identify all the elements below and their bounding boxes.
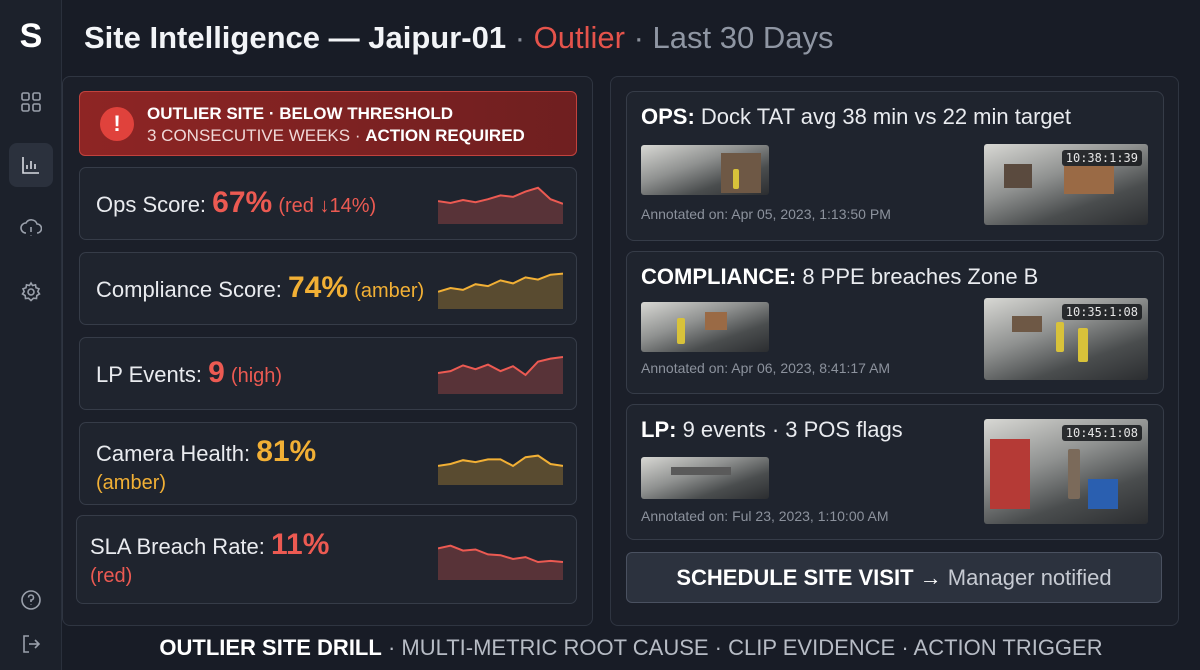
- sparkline-line: [438, 454, 563, 468]
- annotation-timestamp: Annotated on: Ful 23, 2023, 1:10:00 AM: [641, 508, 889, 524]
- sparkline-line: [438, 356, 563, 377]
- camera-clip[interactable]: 10:45:1:08: [984, 419, 1148, 524]
- metric-card-lp-events[interactable]: LP Events: 9 (high): [79, 337, 577, 410]
- metric-note: (red ↓14%): [278, 195, 377, 217]
- metric-note: (high): [230, 365, 283, 387]
- clip-thumbnail[interactable]: [641, 145, 769, 195]
- footer-caption: OUTLIER SITE DRILL · MULTI-METRIC ROOT C…: [62, 626, 1200, 670]
- metric-card-camera-health[interactable]: Camera Health: 81% (amber): [79, 422, 577, 505]
- sparkline-area: [438, 273, 563, 309]
- sparkline: [438, 544, 563, 580]
- sparkline-line: [438, 272, 563, 293]
- time-period[interactable]: Last 30 Days: [652, 20, 834, 55]
- logout-icon[interactable]: [9, 622, 53, 666]
- sparkline: [438, 272, 563, 309]
- schedule-site-visit-button[interactable]: SCHEDULE SITE VISIT → Manager notified: [626, 552, 1162, 603]
- sparkline: [438, 356, 563, 394]
- page-header: Site Intelligence — Jaipur-01 · Outlier …: [84, 18, 833, 58]
- metric-text: Ops Score: 67% (red ↓14%): [96, 186, 376, 220]
- sparkline: [438, 186, 563, 224]
- metric-note-line: (amber): [96, 469, 166, 495]
- footer-title: OUTLIER SITE DRILL: [159, 635, 382, 660]
- metric-text: LP Events: 9 (high): [96, 356, 282, 390]
- sidebar: S: [0, 0, 62, 670]
- sparkline-line: [438, 186, 563, 205]
- nav-analytics-icon[interactable]: [9, 143, 53, 187]
- metric-card-compliance[interactable]: Compliance Score: 74% (amber): [79, 252, 577, 325]
- metric-card-sla-breach[interactable]: SLA Breach Rate: 11% (red): [76, 515, 577, 604]
- alert-subtitle: 3 CONSECUTIVE WEEKS · ACTION REQUIRED: [147, 126, 525, 145]
- header-separator: ·: [514, 20, 526, 55]
- metric-value: 81%: [256, 435, 317, 468]
- annotation-timestamp: Annotated on: Apr 06, 2023, 8:41:17 AM: [641, 360, 891, 376]
- metric-note-line: (red): [90, 562, 132, 588]
- evidence-card-lp[interactable]: LP: 9 events · 3 POS flags Annotated on:…: [626, 404, 1164, 540]
- metric-card-ops[interactable]: Ops Score: 67% (red ↓14%): [79, 167, 577, 240]
- evidence-card-compliance[interactable]: COMPLIANCE: 8 PPE breaches Zone B Annota…: [626, 251, 1164, 394]
- sparkline-area: [438, 357, 563, 394]
- metric-text: Compliance Score: 74% (amber): [96, 271, 424, 305]
- evidence-card-ops[interactable]: OPS: Dock TAT avg 38 min vs 22 min targe…: [626, 91, 1164, 241]
- camera-clip[interactable]: 10:35:1:08: [984, 298, 1148, 380]
- evidence-title: LP: 9 events · 3 POS flags: [641, 417, 903, 442]
- clip-thumbnail[interactable]: [641, 302, 769, 352]
- header-separator: ·: [633, 20, 644, 55]
- nav-dashboard-icon[interactable]: [9, 80, 53, 124]
- metric-note: (red): [90, 565, 133, 587]
- annotation-timestamp: Annotated on: Apr 05, 2023, 1:13:50 PM: [641, 206, 891, 222]
- metric-label: Camera Health:: [96, 441, 257, 466]
- metric-value: 9: [208, 356, 225, 389]
- evidence-title: COMPLIANCE: 8 PPE breaches Zone B: [641, 264, 1039, 289]
- alert-title: OUTLIER SITE · BELOW THRESHOLD: [147, 104, 453, 123]
- app-logo: S: [19, 17, 43, 55]
- sparkline-line: [438, 544, 563, 564]
- camera-clip[interactable]: 10:38:1:39: [984, 144, 1148, 225]
- metric-note: (amber): [354, 280, 425, 302]
- sparkline: [438, 454, 563, 485]
- metric-text: Camera Health: 81%: [96, 435, 316, 469]
- clip-timestamp: 10:38:1:39: [1061, 150, 1142, 166]
- evidence-title: OPS: Dock TAT avg 38 min vs 22 min targe…: [641, 104, 1071, 129]
- outlier-alert-banner: ! OUTLIER SITE · BELOW THRESHOLD 3 CONSE…: [79, 91, 577, 156]
- metric-label: Compliance Score:: [96, 277, 288, 302]
- cta-sublabel: Manager notified: [947, 565, 1112, 590]
- metric-value: 67%: [212, 186, 273, 219]
- metric-label: LP Events:: [96, 362, 209, 387]
- metric-note: (amber): [96, 472, 167, 494]
- metric-label: Ops Score:: [96, 192, 213, 217]
- metric-label: SLA Breach Rate:: [90, 534, 271, 559]
- nav-settings-icon[interactable]: [9, 270, 53, 314]
- page-title: Site Intelligence — Jaipur-01: [84, 20, 507, 55]
- help-icon[interactable]: [9, 578, 53, 622]
- alert-icon: !: [100, 107, 134, 141]
- arrow-right-icon: →: [913, 565, 948, 590]
- metric-value: 11%: [271, 528, 330, 561]
- nav-alerts-icon[interactable]: [9, 206, 53, 250]
- sparkline-area: [438, 455, 563, 485]
- footer-subtitle: · MULTI-METRIC ROOT CAUSE · CLIP EVIDENC…: [381, 635, 1103, 660]
- sparkline-area: [438, 187, 563, 224]
- site-status: Outlier: [533, 20, 625, 55]
- sparkline-area: [438, 545, 563, 580]
- metric-text: SLA Breach Rate: 11%: [90, 528, 329, 562]
- metric-value: 74%: [287, 271, 349, 304]
- clip-timestamp: 10:45:1:08: [1061, 425, 1142, 441]
- cta-label: SCHEDULE SITE VISIT: [676, 565, 914, 590]
- clip-thumbnail[interactable]: [641, 457, 769, 499]
- clip-timestamp: 10:35:1:08: [1061, 304, 1142, 320]
